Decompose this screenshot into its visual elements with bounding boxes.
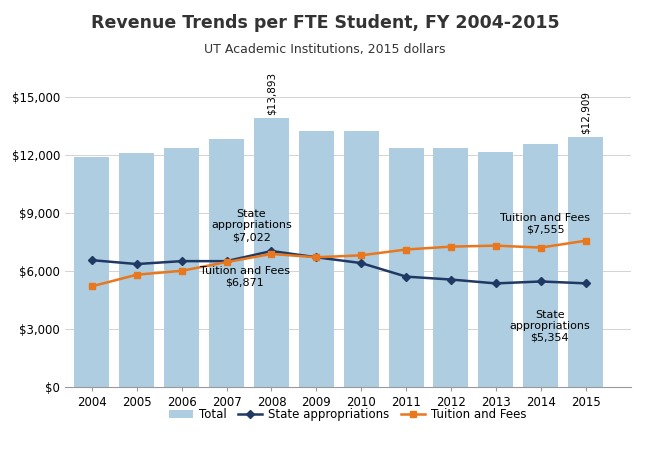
Text: $12,909: $12,909 (580, 91, 591, 134)
Text: Tuition and Fees
$6,871: Tuition and Fees $6,871 (200, 266, 289, 288)
Tuition and Fees (447, 244, 455, 249)
State appropriations (178, 258, 186, 264)
Bar (478, 152, 514, 387)
Bar (120, 153, 154, 387)
Bar (523, 144, 558, 387)
State appropriations (268, 248, 276, 254)
Tuition and Fees (402, 247, 410, 252)
Tuition and Fees (88, 284, 96, 289)
Text: State
appropriations
$7,022: State appropriations $7,022 (211, 209, 292, 242)
Text: Tuition and Fees
$7,555: Tuition and Fees $7,555 (500, 213, 590, 234)
Bar (389, 148, 424, 387)
Text: $13,893: $13,893 (266, 72, 276, 115)
Bar (254, 118, 289, 387)
State appropriations (133, 261, 140, 267)
Bar (299, 131, 334, 387)
Tuition and Fees (537, 245, 545, 250)
Bar (344, 131, 379, 387)
State appropriations (88, 257, 96, 263)
Bar (434, 148, 469, 387)
Tuition and Fees (268, 251, 276, 256)
Tuition and Fees (223, 259, 231, 265)
Bar (164, 148, 199, 387)
State appropriations (313, 255, 320, 260)
Tuition and Fees (178, 268, 186, 274)
Tuition and Fees (492, 243, 500, 248)
State appropriations (537, 279, 545, 284)
State appropriations (358, 261, 365, 266)
State appropriations (447, 277, 455, 282)
Legend: Total, State appropriations, Tuition and Fees: Total, State appropriations, Tuition and… (164, 403, 531, 426)
Text: Revenue Trends per FTE Student, FY 2004-2015: Revenue Trends per FTE Student, FY 2004-… (91, 14, 559, 32)
Line: Tuition and Fees: Tuition and Fees (89, 238, 589, 289)
Tuition and Fees (313, 255, 320, 260)
Tuition and Fees (358, 252, 365, 258)
State appropriations (492, 281, 500, 286)
Text: UT Academic Institutions, 2015 dollars: UT Academic Institutions, 2015 dollars (204, 43, 446, 56)
State appropriations (582, 281, 590, 286)
Tuition and Fees (133, 272, 140, 277)
Line: State appropriations: State appropriations (89, 248, 589, 287)
Tuition and Fees (582, 238, 590, 243)
State appropriations (402, 274, 410, 279)
Bar (568, 137, 603, 387)
Bar (75, 157, 109, 387)
Bar (209, 139, 244, 387)
State appropriations (223, 258, 231, 264)
Text: State
appropriations
$5,354: State appropriations $5,354 (510, 310, 590, 343)
